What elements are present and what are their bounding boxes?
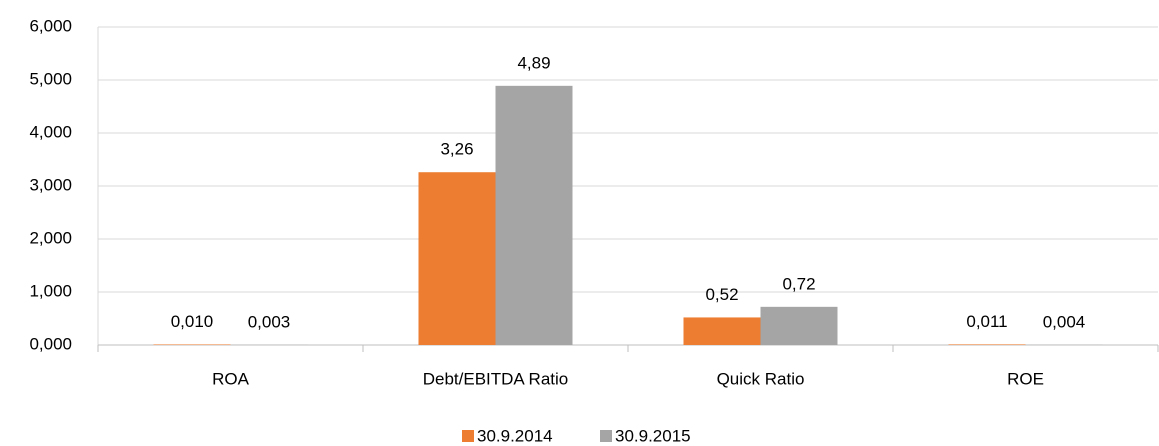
data-label: 0,52 bbox=[705, 285, 738, 304]
data-label: 0,010 bbox=[171, 312, 214, 331]
data-label: 3,26 bbox=[440, 140, 473, 159]
x-tick-label: Debt/EBITDA Ratio bbox=[423, 369, 569, 388]
bar bbox=[683, 317, 761, 345]
x-tick-label: ROA bbox=[212, 369, 250, 388]
data-label: 0,011 bbox=[966, 312, 1007, 331]
y-tick-label: 1,000 bbox=[29, 281, 72, 300]
legend-swatch bbox=[600, 430, 612, 442]
legend-swatch bbox=[462, 430, 474, 442]
y-tick-label: 4,000 bbox=[29, 122, 72, 141]
data-label: 0,72 bbox=[782, 274, 815, 293]
legend-label: 30.9.2015 bbox=[615, 426, 691, 445]
bar bbox=[153, 344, 231, 345]
data-label: 0,004 bbox=[1043, 312, 1086, 331]
bar bbox=[418, 172, 496, 345]
x-tick-label: ROE bbox=[1007, 369, 1044, 388]
y-tick-label: 5,000 bbox=[29, 69, 72, 88]
bar bbox=[495, 85, 573, 345]
x-tick-label: Quick Ratio bbox=[717, 369, 805, 388]
y-tick-label: 2,000 bbox=[29, 228, 72, 247]
y-tick-label: 0,000 bbox=[29, 334, 72, 353]
y-tick-label: 6,000 bbox=[29, 16, 72, 35]
y-tick-label: 3,000 bbox=[29, 175, 72, 194]
data-label: 4,89 bbox=[517, 53, 550, 72]
bar bbox=[760, 306, 838, 345]
bar bbox=[948, 344, 1026, 345]
data-label: 0,003 bbox=[248, 312, 291, 331]
legend-label: 30.9.2014 bbox=[477, 426, 553, 445]
